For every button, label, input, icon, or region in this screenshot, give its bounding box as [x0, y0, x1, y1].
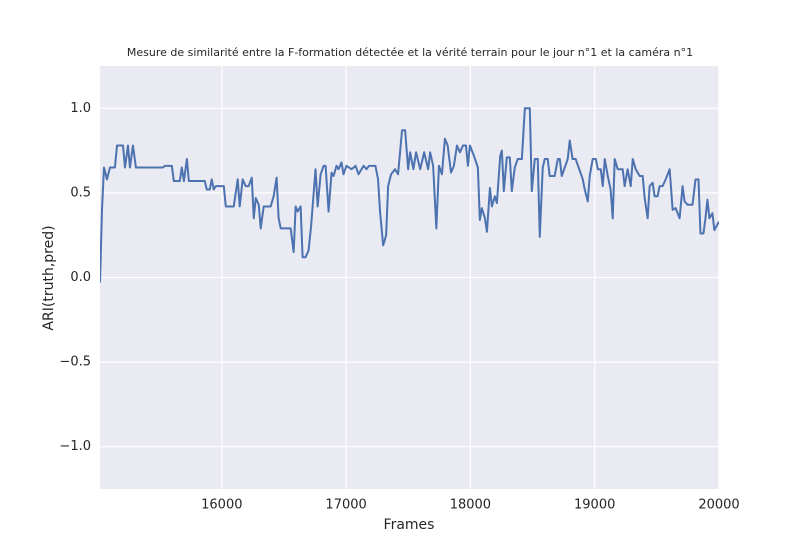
y-tick-label: 0.0 [70, 270, 91, 285]
x-tick-label: 17000 [325, 498, 366, 513]
data-line [100, 107, 719, 283]
y-tick-label: −0.5 [59, 355, 91, 370]
y-tick-label: −1.0 [59, 439, 91, 454]
x-tick-label: 16000 [201, 498, 242, 513]
x-axis-label: Frames [384, 517, 435, 533]
x-tick-label: 18000 [450, 498, 491, 513]
lines [100, 107, 719, 283]
x-tick-label: 19000 [574, 498, 615, 513]
y-tick-label: 1.0 [70, 101, 91, 116]
x-tick-label: 20000 [698, 498, 739, 513]
chart-title: Mesure de similarité entre la F-formatio… [127, 46, 693, 59]
grid [100, 66, 720, 489]
y-tick-label: 0.5 [70, 185, 91, 200]
y-axis-label: ARI(truth,pred) [41, 225, 57, 330]
tick-labels: −1.0 −0.5 0.0 0.5 1.0 16000 17000 18000 19000 200… [59, 101, 739, 513]
